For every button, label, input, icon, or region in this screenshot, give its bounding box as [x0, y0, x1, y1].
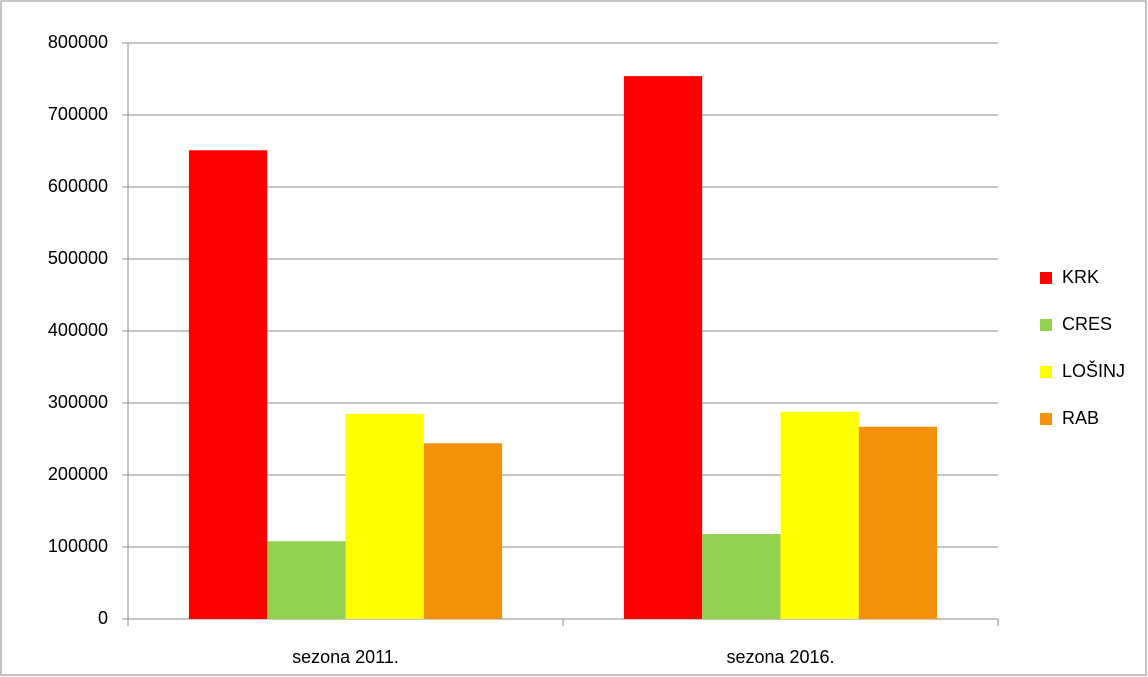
y-tick-label: 200000: [48, 464, 108, 484]
legend-label: CRES: [1062, 314, 1112, 334]
bar: [702, 534, 781, 619]
y-tick-label: 600000: [48, 176, 108, 196]
bar: [188, 150, 268, 619]
bar: [345, 413, 424, 619]
bar: [267, 541, 346, 619]
y-tick-label: 0: [98, 608, 108, 628]
bar: [858, 426, 938, 619]
bar: [780, 411, 859, 619]
y-tick-label: 800000: [48, 32, 108, 52]
y-tick-label: 400000: [48, 320, 108, 340]
y-tick-label: 500000: [48, 248, 108, 268]
legend-swatch: [1040, 413, 1052, 425]
legend-swatch: [1040, 272, 1052, 284]
legend-label: KRK: [1062, 267, 1099, 287]
x-tick-label: sezona 2011.: [292, 647, 399, 667]
y-tick-label: 300000: [48, 392, 108, 412]
x-tick-label: sezona 2016.: [726, 647, 834, 667]
y-tick-label: 100000: [48, 536, 108, 556]
legend-label: LOŠINJ: [1062, 360, 1125, 381]
legend-swatch: [1040, 319, 1052, 331]
y-tick-label: 700000: [48, 104, 108, 124]
bar: [423, 443, 503, 619]
legend-swatch: [1040, 366, 1052, 378]
legend-label: RAB: [1062, 408, 1099, 428]
bar: [623, 76, 703, 620]
